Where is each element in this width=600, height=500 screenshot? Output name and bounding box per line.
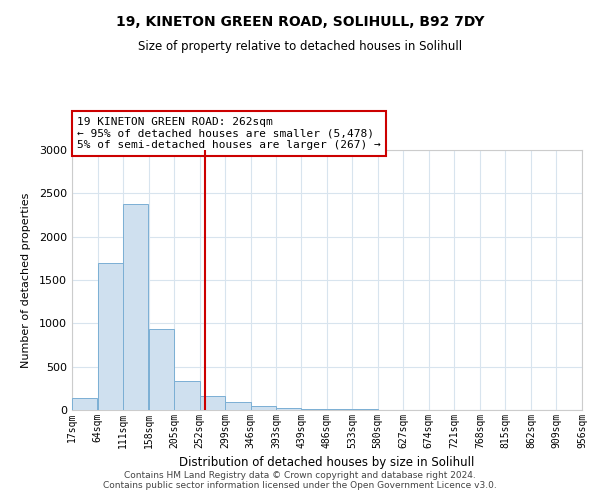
Bar — [72, 398, 97, 410]
Bar — [123, 204, 148, 410]
Text: Contains HM Land Registry data © Crown copyright and database right 2024.
Contai: Contains HM Land Registry data © Crown c… — [103, 470, 497, 490]
Y-axis label: Number of detached properties: Number of detached properties — [20, 192, 31, 368]
Bar — [277, 408, 301, 410]
X-axis label: Distribution of detached houses by size in Solihull: Distribution of detached houses by size … — [179, 456, 475, 469]
Bar — [225, 402, 251, 410]
Text: 19, KINETON GREEN ROAD, SOLIHULL, B92 7DY: 19, KINETON GREEN ROAD, SOLIHULL, B92 7D… — [116, 15, 484, 29]
Bar — [98, 262, 123, 410]
Bar — [301, 408, 326, 410]
Text: Size of property relative to detached houses in Solihull: Size of property relative to detached ho… — [138, 40, 462, 53]
Bar — [327, 409, 352, 410]
Text: 19 KINETON GREEN ROAD: 262sqm
← 95% of detached houses are smaller (5,478)
5% of: 19 KINETON GREEN ROAD: 262sqm ← 95% of d… — [77, 117, 381, 150]
Bar — [149, 330, 174, 410]
Bar — [200, 396, 225, 410]
Bar — [251, 406, 276, 410]
Bar — [174, 380, 199, 410]
